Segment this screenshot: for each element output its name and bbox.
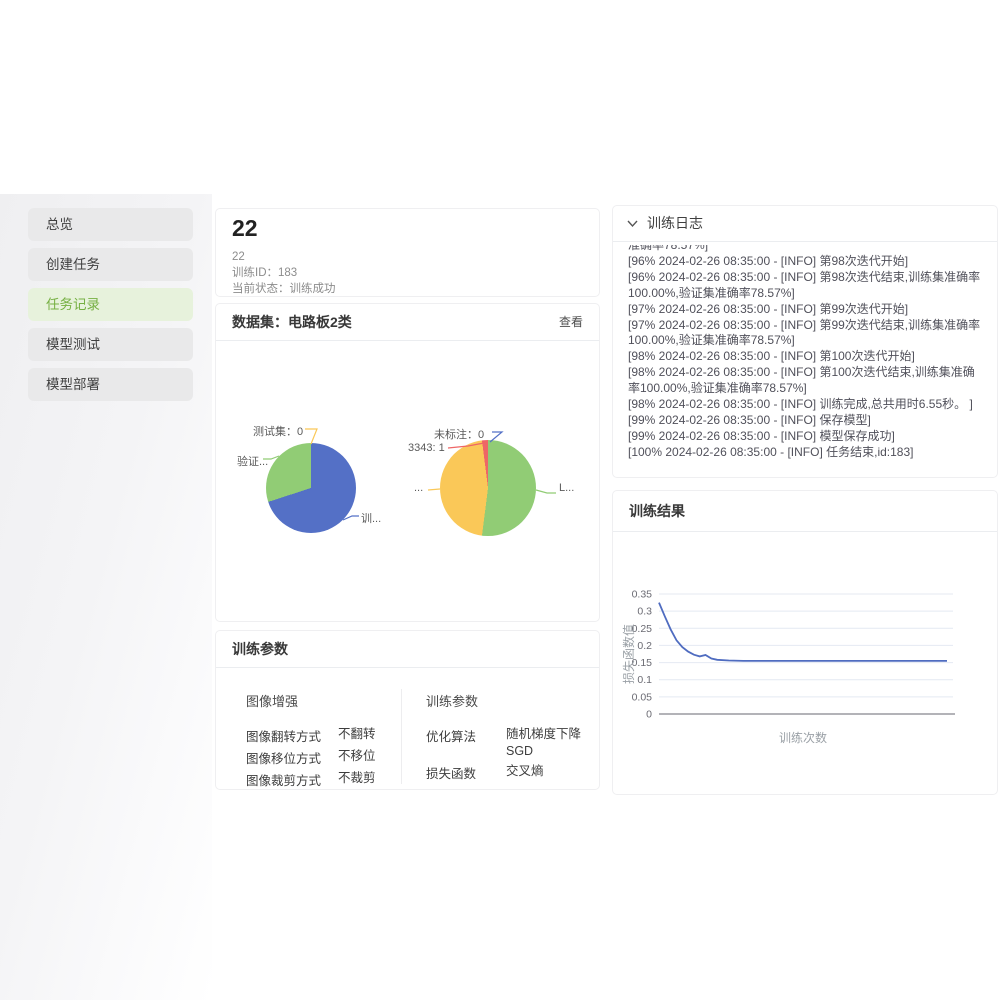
sidebar-item-task-records[interactable]: 任务记录 xyxy=(28,288,193,321)
params-divider xyxy=(401,689,402,784)
param-value: 不移位 xyxy=(338,749,376,763)
training-params-header: 训练参数 xyxy=(216,631,599,668)
log-line: [98% 2024-02-26 08:35:00 - [INFO] 训练完成,总… xyxy=(628,396,973,411)
task-subtitle: 22 xyxy=(232,251,245,263)
param-value: 交叉熵 xyxy=(506,764,544,778)
training-log-card: 训练日志 准确率78.57%] [96% 2024-02-26 08:35:00… xyxy=(612,205,998,478)
param-value: 不翻转 xyxy=(338,727,376,741)
chevron-down-icon[interactable] xyxy=(627,206,638,241)
param-row: 图像翻转方式 不翻转 xyxy=(246,726,428,745)
svg-text:0.15: 0.15 xyxy=(632,657,653,669)
svg-text:损失函数值: 损失函数值 xyxy=(621,624,636,684)
param-value: 随机梯度下降 SGD xyxy=(506,727,582,758)
train-group-title: 训练参数 xyxy=(426,694,479,709)
dataset-card: 查看 数据集：电路板2类 测试集：0 验证... 训... 未标注 xyxy=(215,303,600,622)
task-meta: 22 训练ID：183 当前状态：训练成功 xyxy=(232,249,336,297)
param-row: 损失函数 交叉熵 xyxy=(426,763,588,782)
label-distribution-chart: 未标注：0 3343: 1 ... L... xyxy=(406,416,596,546)
pie2-label-class0: L... xyxy=(559,482,575,494)
log-line: [96% 2024-02-26 08:35:00 - [INFO] 第98次迭代… xyxy=(628,254,909,268)
log-line: [97% 2024-02-26 08:35:00 - [INFO] 第99次迭代… xyxy=(628,301,909,316)
svg-text:0.1: 0.1 xyxy=(637,674,652,686)
sidebar-item-overview[interactable]: 总览 xyxy=(28,208,193,241)
training-results-header: 训练结果 xyxy=(613,491,997,532)
training-results-card: 训练结果 0 0.05 0.1 0.15 0.2 0.25 0.3 0.35 损失函数值训练次数 xyxy=(612,490,998,795)
training-params-card: 训练参数 图像增强 图像翻转方式 不翻转 图像移位方式 不移位 图像裁剪方式 不裁剪 … xyxy=(215,630,600,790)
svg-text:0.35: 0.35 xyxy=(632,589,653,601)
param-label: 图像移位方式 xyxy=(246,752,322,766)
task-header-card: 22 22 训练ID：183 当前状态：训练成功 xyxy=(215,208,600,297)
log-line: [100% 2024-02-26 08:35:00 - [INFO] 任务结束,… xyxy=(628,444,914,459)
pie1-label-test: 测试集：0 xyxy=(253,426,304,438)
training-log-title: 训练日志 xyxy=(647,215,703,231)
log-line: 准确率78.57%] xyxy=(628,245,709,252)
svg-text:0.25: 0.25 xyxy=(632,623,653,635)
log-line: [98% 2024-02-26 08:35:00 - [INFO] 第100次迭… xyxy=(628,365,975,395)
param-value: 不裁剪 xyxy=(338,771,376,785)
svg-text:0.3: 0.3 xyxy=(637,606,652,618)
training-params-title: 训练参数 xyxy=(232,641,288,657)
view-dataset-button[interactable]: 查看 xyxy=(558,315,583,329)
pie2-label-class2: 3343: 1 xyxy=(408,442,445,454)
param-label: 优化算法 xyxy=(426,730,477,744)
training-log-header: 训练日志 xyxy=(613,206,997,242)
param-row: 图像裁剪方式 不裁剪 xyxy=(246,770,428,789)
augmentation-group-title: 图像增强 xyxy=(246,694,299,709)
log-line: [96% 2024-02-26 08:35:00 - [INFO] 第98次迭代… xyxy=(628,270,981,300)
training-results-title: 训练结果 xyxy=(629,503,685,519)
task-status: 当前状态：训练成功 xyxy=(232,283,336,295)
dataset-card-header: 查看 数据集：电路板2类 xyxy=(216,304,599,341)
svg-text:0.2: 0.2 xyxy=(637,640,652,652)
param-row: 图像移位方式 不移位 xyxy=(246,748,428,767)
svg-text:0.05: 0.05 xyxy=(632,691,653,703)
param-label: 图像翻转方式 xyxy=(246,730,322,744)
log-line: [99% 2024-02-26 08:35:00 - [INFO] 保存模型] xyxy=(628,412,871,427)
task-title: 22 xyxy=(232,215,258,241)
log-line: [98% 2024-02-26 08:35:00 - [INFO] 第100次迭… xyxy=(628,349,915,363)
svg-text:0: 0 xyxy=(646,709,652,721)
label-distribution-pie xyxy=(440,440,536,536)
param-label: 损失函数 xyxy=(426,767,477,781)
param-label: 图像裁剪方式 xyxy=(246,774,322,788)
svg-text:训练次数: 训练次数 xyxy=(779,730,827,745)
pie2-label-unlabeled: 未标注：0 xyxy=(434,429,485,441)
dataset-split-pie xyxy=(266,443,356,533)
sidebar-item-model-test[interactable]: 模型测试 xyxy=(28,328,193,361)
sidebar-item-create-task[interactable]: 创建任务 xyxy=(28,248,193,281)
param-row: 优化算法 随机梯度下降 SGD xyxy=(426,726,588,760)
dataset-title: 数据集：电路板2类 xyxy=(232,314,352,330)
dataset-split-chart: 测试集：0 验证... 训... xyxy=(231,416,406,546)
log-line: [99% 2024-02-26 08:35:00 - [INFO] 模型保存成功… xyxy=(628,428,895,443)
pie1-label-train: 训... xyxy=(361,513,382,525)
sidebar-item-model-deploy[interactable]: 模型部署 xyxy=(28,368,193,401)
sidebar: 总览 创建任务 任务记录 模型测试 模型部署 xyxy=(28,208,193,408)
training-id: 训练ID：183 xyxy=(232,267,298,279)
pie1-label-validation: 验证... xyxy=(237,456,269,468)
pie2-label-class1: ... xyxy=(414,482,424,494)
training-log-body[interactable]: 准确率78.57%] [96% 2024-02-26 08:35:00 - [I… xyxy=(628,245,984,471)
log-line: [97% 2024-02-26 08:35:00 - [INFO] 第99次迭代… xyxy=(628,317,981,348)
